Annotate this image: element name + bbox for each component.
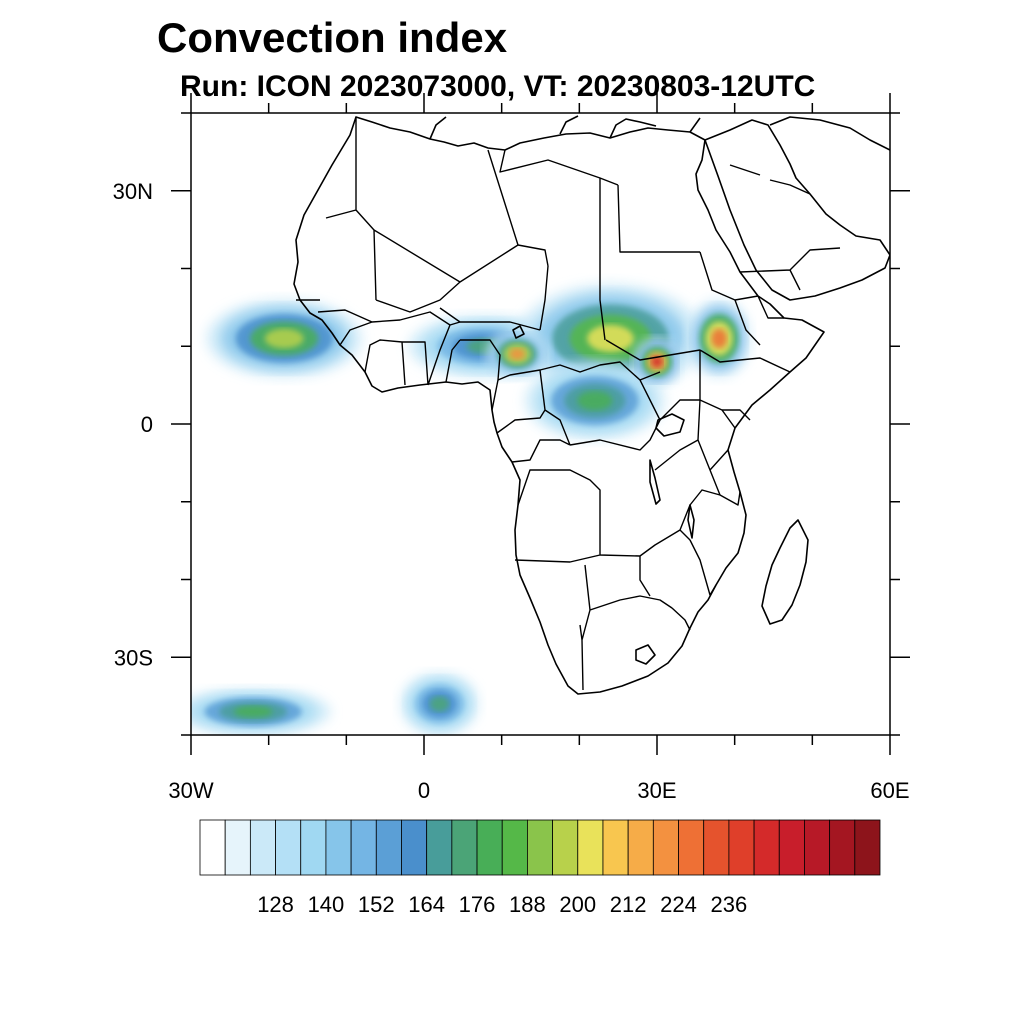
colorbar-label: 200 — [559, 892, 596, 917]
colorbar-swatch — [577, 819, 604, 876]
colorbar-label: 152 — [358, 892, 395, 917]
southern-ocean-front-east — [400, 672, 479, 735]
lake-victoria — [655, 413, 685, 437]
lake-tanganyika — [649, 459, 661, 505]
colorbar-swatch — [552, 819, 579, 876]
madagascar-coastline — [761, 519, 809, 625]
y-tick-label: 30S — [114, 645, 153, 670]
borders-central-africa — [496, 350, 736, 463]
south-sudan-core — [633, 338, 681, 386]
borders-north-africa — [325, 117, 759, 361]
west-africa-convection-level-14 — [264, 328, 304, 349]
colorbar-swatch — [476, 819, 503, 876]
colorbar-label: 212 — [610, 892, 647, 917]
colorbar-swatch — [501, 819, 528, 876]
y-tick-label: 0 — [141, 412, 153, 437]
colorbar-swatch — [829, 819, 856, 876]
cameroon-convection-level-18 — [509, 348, 525, 360]
lake-chad — [512, 325, 525, 339]
colorbar-label: 236 — [711, 892, 748, 917]
lesotho-border — [635, 644, 656, 665]
borders-arabia — [729, 164, 841, 291]
colorbar-label: 176 — [459, 892, 496, 917]
colorbar-label: 224 — [660, 892, 697, 917]
colorbar: 128 140 152 164 176 188 200 212 224 236 — [199, 819, 881, 917]
ethiopia-convection — [688, 299, 751, 378]
africa-coastline — [293, 116, 825, 695]
country-borders-layer — [296, 117, 841, 691]
borders-west-africa — [296, 299, 501, 411]
axis-ticks — [171, 93, 910, 755]
colorbar-label: 140 — [308, 892, 345, 917]
colorbar-label: 188 — [509, 892, 546, 917]
x-tick-label: 30W — [168, 778, 213, 803]
southern-ocean-front-west — [191, 688, 331, 735]
colorbar-swatch — [199, 819, 226, 876]
south-sudan-core-level-22 — [651, 355, 663, 368]
colorbar-swatch — [249, 819, 276, 876]
sudan-convection-level-15 — [587, 324, 634, 353]
x-tick-label: 60E — [870, 778, 909, 803]
coastline-layer — [293, 115, 890, 695]
colorbar-swatch — [854, 819, 881, 876]
x-tick-label: 30E — [637, 778, 676, 803]
colorbar-label: 164 — [408, 892, 445, 917]
central-africa-convection-level-11 — [577, 390, 613, 411]
west-africa-convection — [206, 299, 362, 378]
y-tick-label: 30N — [113, 179, 153, 204]
chart-title: Convection index — [157, 14, 508, 61]
ethiopia-convection-level-19 — [711, 328, 727, 349]
colorbar-label: 128 — [257, 892, 294, 917]
borders-southern-africa — [514, 469, 721, 691]
colorbar-swatch — [451, 819, 478, 876]
colorbar-swatch — [678, 819, 705, 876]
chart-subtitle: Run: ICON 2023073000, VT: 20230803-12UTC — [180, 70, 816, 103]
x-tick-label: 0 — [418, 778, 430, 803]
colorbar-swatch — [728, 819, 755, 876]
colorbar-swatch — [275, 819, 302, 876]
colorbar-swatch — [350, 819, 377, 876]
cameroon-convection — [486, 330, 549, 378]
colorbar-swatch — [527, 819, 553, 876]
colorbar-swatch — [778, 819, 805, 876]
colorbar-swatch — [224, 819, 251, 876]
arabia-coastline — [704, 119, 890, 301]
axis-labels: 30W 0 30E 60E 30N 0 30S — [113, 179, 910, 803]
colorbar-swatch — [703, 819, 730, 876]
lake-malawi — [687, 504, 695, 539]
europe-coastline — [429, 115, 890, 151]
southern-ocean-front-west-level-11 — [233, 705, 273, 718]
colorbar-swatch — [652, 819, 679, 876]
colorbar-swatch — [753, 819, 780, 876]
colorbar-swatch — [602, 819, 629, 876]
colorbar-swatch — [300, 819, 327, 876]
colorbar-swatch — [401, 819, 428, 876]
colorbar-swatch — [426, 819, 453, 876]
colorbar-swatch — [375, 819, 402, 876]
southern-ocean-front-east-level-10 — [429, 696, 450, 712]
colorbar-swatch — [325, 819, 352, 876]
convection-field-layer — [191, 284, 751, 735]
colorbar-swatch — [627, 819, 654, 876]
colorbar-swatch — [804, 819, 831, 876]
borders-east-africa — [654, 295, 791, 506]
